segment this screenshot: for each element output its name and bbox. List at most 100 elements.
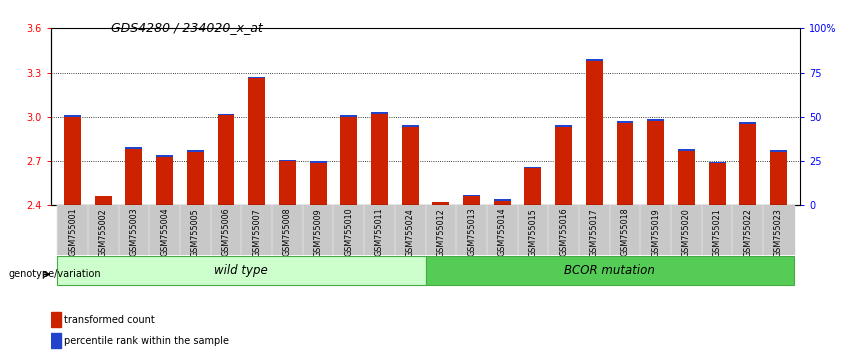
Bar [125, 149, 142, 205]
Text: GSM755007: GSM755007 [252, 208, 261, 257]
Text: GSM755024: GSM755024 [406, 208, 414, 257]
Bar [272, 205, 303, 255]
Text: BCOR mutation: BCOR mutation [564, 264, 655, 277]
Bar [494, 199, 511, 201]
Bar [517, 205, 548, 255]
FancyBboxPatch shape [426, 256, 794, 285]
Bar [334, 205, 364, 255]
Bar [555, 125, 572, 127]
Text: GSM755009: GSM755009 [313, 208, 323, 257]
Bar [617, 123, 633, 205]
Bar [585, 61, 603, 205]
Bar [402, 125, 419, 127]
Bar [648, 119, 664, 121]
Bar [463, 195, 480, 196]
Bar [487, 205, 517, 255]
Bar [64, 117, 81, 205]
Bar [371, 112, 388, 114]
Bar [524, 167, 541, 169]
Text: GSM755013: GSM755013 [467, 208, 476, 256]
Text: GSM755001: GSM755001 [68, 208, 77, 256]
Text: GSM755012: GSM755012 [437, 208, 445, 257]
Bar [548, 205, 579, 255]
Bar [340, 117, 357, 205]
Text: GDS4280 / 234020_x_at: GDS4280 / 234020_x_at [111, 21, 262, 34]
Text: GSM755021: GSM755021 [712, 208, 722, 257]
Bar [57, 205, 88, 255]
Bar [494, 201, 511, 205]
Bar [157, 155, 173, 156]
Bar [218, 114, 234, 115]
Bar [770, 152, 787, 205]
Bar [678, 149, 694, 151]
Bar [617, 121, 633, 123]
Bar [125, 148, 142, 149]
Bar [456, 205, 487, 255]
Bar [187, 152, 203, 205]
Bar [395, 205, 426, 255]
Text: GSM755008: GSM755008 [283, 208, 292, 256]
Bar [426, 205, 456, 255]
Bar [118, 205, 149, 255]
Bar [303, 205, 334, 255]
Text: GSM755005: GSM755005 [191, 208, 200, 257]
Bar [279, 161, 296, 205]
Bar [149, 205, 180, 255]
Bar [524, 169, 541, 205]
Text: transformed count: transformed count [65, 315, 155, 325]
Bar [340, 115, 357, 117]
Bar [678, 151, 694, 205]
Bar [218, 115, 234, 205]
Bar [310, 161, 327, 162]
Bar [585, 58, 603, 61]
Text: GSM755003: GSM755003 [129, 208, 139, 256]
Bar [709, 162, 726, 205]
Text: GSM755019: GSM755019 [651, 208, 660, 257]
Bar [310, 162, 327, 205]
Bar [402, 127, 419, 205]
Bar [248, 79, 266, 205]
Text: GSM755004: GSM755004 [160, 208, 169, 256]
Bar [371, 114, 388, 205]
Bar [648, 121, 664, 205]
Bar [364, 205, 395, 255]
Bar [733, 205, 763, 255]
Text: GSM755015: GSM755015 [528, 208, 538, 257]
Text: percentile rank within the sample: percentile rank within the sample [65, 336, 230, 346]
FancyBboxPatch shape [57, 256, 426, 285]
Text: GSM755011: GSM755011 [375, 208, 384, 256]
Bar [463, 196, 480, 205]
Text: GSM755018: GSM755018 [620, 208, 630, 256]
Bar [242, 205, 272, 255]
Bar [640, 205, 671, 255]
Bar [432, 202, 449, 205]
Bar [180, 205, 211, 255]
Bar [248, 77, 266, 79]
Text: genotype/variation: genotype/variation [9, 269, 101, 279]
Bar [51, 312, 60, 327]
Text: GSM755020: GSM755020 [682, 208, 691, 257]
Text: GSM755022: GSM755022 [743, 208, 752, 257]
Bar [51, 333, 60, 348]
Bar [763, 205, 794, 255]
Bar [64, 115, 81, 117]
Text: GSM755023: GSM755023 [774, 208, 783, 257]
Bar [740, 122, 757, 124]
Bar [740, 124, 757, 205]
Text: GSM755010: GSM755010 [345, 208, 353, 256]
Bar [702, 205, 733, 255]
Bar [770, 150, 787, 152]
Bar [157, 156, 173, 205]
Text: GSM755002: GSM755002 [99, 208, 108, 257]
Bar [579, 205, 609, 255]
Text: GSM755017: GSM755017 [590, 208, 599, 257]
Bar [187, 150, 203, 152]
Bar [88, 205, 118, 255]
Bar [279, 160, 296, 161]
Text: GSM755014: GSM755014 [498, 208, 506, 256]
Text: GSM755016: GSM755016 [559, 208, 568, 256]
Bar [555, 127, 572, 205]
Bar [671, 205, 702, 255]
Bar [609, 205, 640, 255]
Text: wild type: wild type [214, 264, 268, 277]
